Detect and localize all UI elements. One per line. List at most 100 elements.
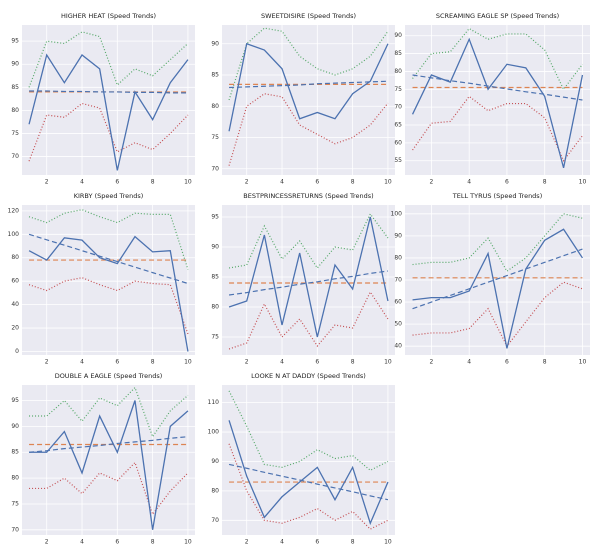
y-tick-label: 70	[211, 165, 219, 172]
panel: SCREAMING EAGLE SP (Speed Trends) 55 60 65 7…	[394, 12, 590, 186]
series-line	[412, 213, 583, 273]
series-line	[412, 248, 583, 310]
panel-title: DOUBLE A EAGLE (Speed Trends)	[55, 372, 163, 380]
panel: SWEETDISIRE (Speed Trends) 70 75 80 85 90 2 4 6 8…	[211, 12, 395, 186]
y-tick-label: 70	[394, 104, 402, 111]
y-tick-label: 80	[11, 254, 19, 261]
panel: DOUBLE A EAGLE (Speed Trends) 70 75 80 85 90 9…	[11, 372, 195, 546]
y-tick-label: 95	[211, 214, 219, 221]
series-line	[411, 37, 584, 169]
x-tick-label: 2	[45, 179, 49, 186]
y-tick-label: 75	[11, 130, 19, 137]
x-tick-label: 2	[245, 179, 249, 186]
y-tick-label: 75	[11, 500, 19, 507]
series-line	[228, 93, 389, 166]
x-tick-label: 10	[384, 539, 392, 546]
series-line	[228, 27, 389, 101]
x-tick-label: 8	[351, 359, 355, 366]
x-tick-label: 4	[467, 359, 471, 366]
series-line	[28, 31, 189, 88]
series-line	[29, 436, 188, 453]
series-line	[228, 463, 389, 501]
y-tick-label: 40	[11, 301, 19, 308]
y-tick-label: 85	[211, 72, 219, 79]
y-tick-label: 80	[11, 475, 19, 482]
panel-title: TELL TYRUS (Speed Trends)	[452, 192, 542, 200]
x-tick-label: 6	[315, 359, 319, 366]
y-tick-label: 90	[211, 40, 219, 47]
series-line	[28, 233, 189, 285]
y-tick-label: 100	[391, 210, 403, 217]
x-tick-label: 10	[184, 359, 192, 366]
y-tick-label: 95	[11, 38, 19, 45]
series-line	[228, 420, 389, 526]
x-tick-label: 6	[315, 539, 319, 546]
panel: TELL TYRUS (Speed Trends) 40 50 60 70 80 90 100…	[391, 192, 590, 366]
x-tick-label: 8	[151, 359, 155, 366]
y-tick-label: 70	[11, 526, 19, 533]
panel: LOOKE N AT DADDY (Speed Trends) 70 80 90 100…	[208, 372, 395, 546]
x-tick-label: 10	[184, 179, 192, 186]
y-tick-label: 75	[211, 334, 219, 341]
plot-area	[22, 385, 195, 535]
series-line	[228, 42, 389, 132]
x-tick-label: 6	[115, 179, 119, 186]
y-tick-label: 80	[394, 254, 402, 261]
x-tick-label: 2	[45, 539, 49, 546]
y-tick-label: 100	[8, 231, 20, 238]
series-line	[28, 235, 189, 352]
y-tick-label: 85	[11, 84, 19, 91]
y-tick-label: 100	[208, 429, 220, 436]
panel-title: SCREAMING EAGLE SP (Speed Trends)	[436, 12, 559, 20]
plot-area	[22, 25, 195, 175]
y-tick-label: 95	[11, 397, 19, 404]
y-tick-label: 0	[15, 348, 19, 355]
plot-area	[222, 205, 395, 355]
x-tick-label: 4	[80, 179, 84, 186]
panel: BESTPRINCESSRETURNS (Speed Trends) 75 80 85…	[211, 192, 395, 366]
x-tick-label: 4	[80, 539, 84, 546]
panel: KIRBY (Speed Trends) 0 20 40 60 80 100 120 2 4 6 8 1…	[8, 192, 195, 366]
series-line	[29, 400, 189, 530]
y-tick-label: 50	[394, 321, 402, 328]
y-tick-label: 90	[394, 232, 402, 239]
series-line	[29, 461, 189, 516]
y-tick-label: 40	[394, 343, 402, 350]
y-tick-label: 75	[211, 134, 219, 141]
x-tick-label: 8	[151, 179, 155, 186]
x-tick-label: 8	[543, 179, 547, 186]
x-tick-label: 2	[245, 359, 249, 366]
x-tick-label: 6	[315, 179, 319, 186]
y-tick-label: 85	[394, 50, 402, 57]
y-tick-label: 20	[11, 325, 19, 332]
x-tick-label: 10	[579, 179, 587, 186]
plot-area	[222, 385, 395, 535]
x-tick-label: 10	[579, 359, 587, 366]
series-line	[228, 270, 389, 296]
y-tick-label: 70	[11, 153, 19, 160]
y-tick-label: 60	[394, 299, 402, 306]
panel-title: SWEETDISIRE (Speed Trends)	[261, 12, 356, 20]
plot-area	[22, 205, 195, 355]
series-line	[412, 95, 583, 162]
x-tick-label: 6	[115, 539, 119, 546]
y-tick-label: 80	[211, 103, 219, 110]
y-tick-label: 70	[394, 277, 402, 284]
x-tick-label: 4	[280, 539, 284, 546]
series-line	[228, 216, 389, 338]
y-tick-label: 85	[11, 449, 19, 456]
y-tick-label: 75	[394, 86, 402, 93]
y-tick-label: 60	[11, 278, 19, 285]
y-tick-label: 80	[211, 304, 219, 311]
panel-title: LOOKE N AT DADDY (Speed Trends)	[251, 372, 366, 380]
series-line	[29, 386, 189, 439]
panel-title: BESTPRINCESSRETURNS (Speed Trends)	[243, 192, 373, 200]
x-tick-label: 10	[384, 359, 392, 366]
x-tick-label: 4	[280, 179, 284, 186]
plot-area	[222, 25, 395, 175]
y-tick-label: 70	[211, 517, 219, 524]
x-tick-label: 8	[351, 179, 355, 186]
y-tick-label: 90	[11, 423, 19, 430]
y-tick-label: 90	[211, 458, 219, 465]
